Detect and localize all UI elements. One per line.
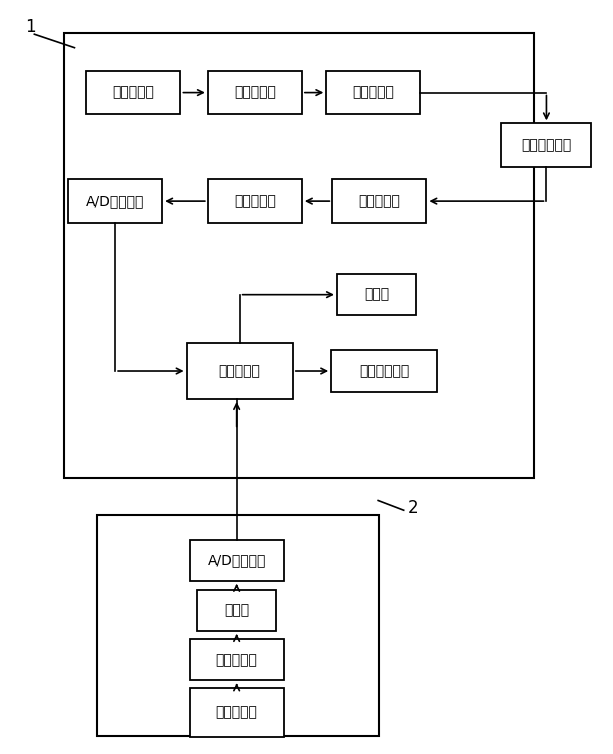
Text: 信号注入器: 信号注入器	[352, 86, 394, 100]
Bar	[326, 71, 421, 115]
Text: 1: 1	[25, 18, 36, 35]
Text: 电流互感器: 电流互感器	[216, 705, 257, 719]
Text: 直流电源系统: 直流电源系统	[521, 138, 571, 152]
Bar	[97, 516, 379, 736]
Text: 整流器: 整流器	[224, 603, 249, 618]
Bar	[186, 343, 293, 399]
Bar	[208, 179, 302, 223]
Bar	[331, 351, 438, 391]
Bar	[189, 639, 284, 681]
Text: 报警器: 报警器	[364, 288, 389, 302]
Bar	[189, 688, 284, 737]
Bar	[189, 540, 284, 581]
Bar	[337, 274, 416, 315]
Bar	[197, 590, 276, 631]
Text: 信号产生器: 信号产生器	[112, 86, 154, 100]
Text: 功率放大器: 功率放大器	[216, 653, 257, 667]
Bar	[64, 32, 535, 478]
Text: 单片机系统: 单片机系统	[219, 364, 261, 378]
Bar	[208, 71, 302, 115]
Text: 功率放大器: 功率放大器	[234, 86, 276, 100]
Text: 液晶显示单元: 液晶显示单元	[359, 364, 409, 378]
Text: 信号接收器: 信号接收器	[359, 194, 400, 208]
Bar	[332, 179, 427, 223]
Text: A/D转换模块: A/D转换模块	[86, 194, 144, 208]
Text: A/D转换模块: A/D转换模块	[207, 553, 266, 567]
Text: 信号放大器: 信号放大器	[234, 194, 276, 208]
Bar	[501, 123, 592, 167]
Text: 2: 2	[408, 499, 418, 517]
Bar	[68, 179, 162, 223]
Bar	[86, 71, 180, 115]
